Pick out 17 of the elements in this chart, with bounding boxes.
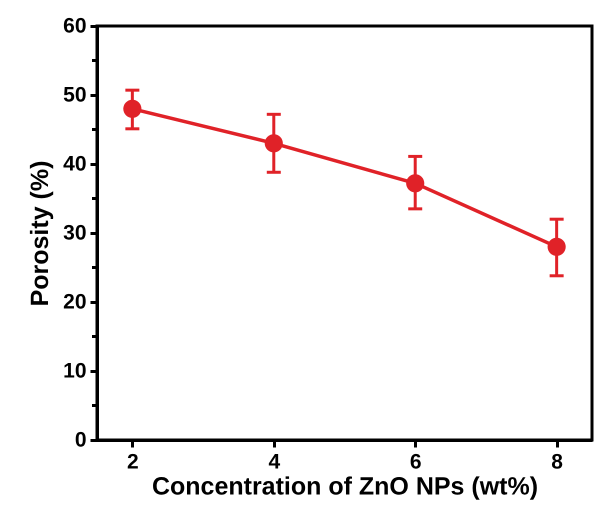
- x-tick-label: 6: [410, 450, 422, 474]
- point: [123, 100, 142, 118]
- y-tick-label: 50: [63, 84, 86, 106]
- y-tick-label: 40: [63, 152, 86, 176]
- y-tick-label: 10: [63, 360, 86, 382]
- y-tick-label: 0: [74, 428, 86, 452]
- y-tick-label: 30: [63, 222, 86, 244]
- point: [548, 238, 566, 256]
- y-axis-title: Porosity (%): [26, 160, 54, 306]
- point: [264, 134, 283, 152]
- x-tick-label: 2: [127, 450, 139, 474]
- y-tick-label: 20: [63, 290, 86, 314]
- x-tick-label: 8: [551, 450, 564, 474]
- point: [406, 174, 424, 192]
- x-tick-label: 4: [268, 450, 280, 474]
- y-tick-label: 60: [63, 14, 86, 38]
- x-axis-title: Concentration of ZnO NPs (wt%): [152, 472, 538, 500]
